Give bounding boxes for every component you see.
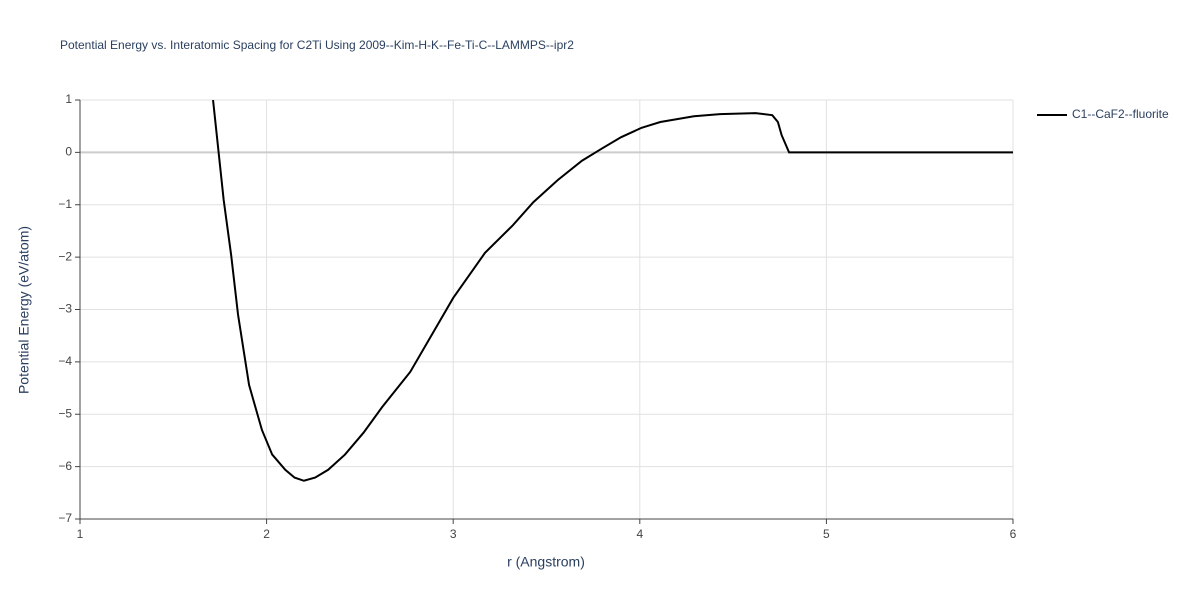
y-tick-label: 0 xyxy=(65,145,72,159)
y-tick-label: −6 xyxy=(58,459,72,473)
grid xyxy=(75,99,1014,524)
plot-area xyxy=(212,100,1013,482)
y-tick-label: −5 xyxy=(58,406,72,420)
y-tick-label: −1 xyxy=(58,197,72,211)
data-line xyxy=(212,100,1013,482)
legend: C1--CaF2--fluorite xyxy=(1037,107,1169,121)
legend-label: C1--CaF2--fluorite xyxy=(1072,107,1169,121)
x-tick-label: 4 xyxy=(636,527,643,541)
y-tick-label: −7 xyxy=(58,511,72,525)
x-axis-title: r (Angstrom) xyxy=(507,554,585,570)
y-tick-label: −4 xyxy=(58,354,72,368)
x-tick-label: 6 xyxy=(1010,527,1017,541)
y-tick-label: −3 xyxy=(58,302,72,316)
chart-title: Potential Energy vs. Interatomic Spacing… xyxy=(60,38,574,52)
x-tick-label: 2 xyxy=(263,527,270,541)
x-tick-label: 1 xyxy=(77,527,84,541)
x-tick-label: 3 xyxy=(450,527,457,541)
y-axis-title: Potential Energy (eV/atom) xyxy=(16,226,32,394)
y-tick-label: −2 xyxy=(58,249,72,263)
y-tick-label: 1 xyxy=(65,92,72,106)
x-tick-label: 5 xyxy=(823,527,830,541)
